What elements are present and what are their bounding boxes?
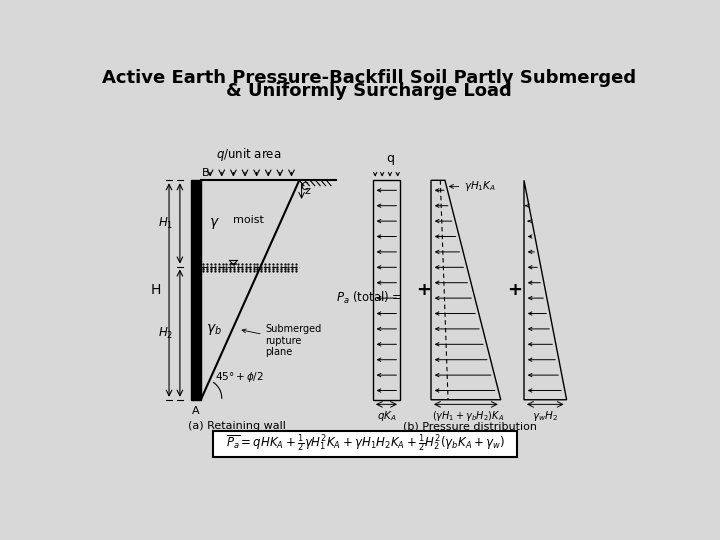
- Text: $(\gamma H_1+\gamma_b H_2)K_A$: $(\gamma H_1+\gamma_b H_2)K_A$: [432, 409, 504, 423]
- Text: A: A: [192, 406, 199, 416]
- Text: $\gamma H_1K_A$: $\gamma H_1K_A$: [449, 179, 497, 193]
- Text: $45°+\phi/2$: $45°+\phi/2$: [215, 370, 264, 384]
- Text: +: +: [507, 281, 522, 299]
- Text: z: z: [305, 186, 310, 196]
- Text: $H_1$: $H_1$: [158, 216, 174, 231]
- Text: $\overline{P_a} = qHK_A + \frac{1}{2}\gamma H_1^2 K_A + \gamma H_1 H_2 K_A + \fr: $\overline{P_a} = qHK_A + \frac{1}{2}\ga…: [225, 433, 505, 455]
- Text: $\gamma_w H_2$: $\gamma_w H_2$: [532, 409, 558, 423]
- Text: $P_a$ (total) =: $P_a$ (total) =: [336, 289, 403, 306]
- Bar: [373, 180, 400, 400]
- FancyBboxPatch shape: [213, 430, 517, 457]
- Text: & Uniformly Surcharge Load: & Uniformly Surcharge Load: [226, 82, 512, 100]
- Text: $\gamma$: $\gamma$: [209, 216, 220, 231]
- Text: C: C: [300, 182, 307, 192]
- Text: $\gamma_b$: $\gamma_b$: [206, 322, 222, 337]
- Text: q: q: [387, 152, 395, 165]
- Text: Submerged
rupture
plane: Submerged rupture plane: [242, 324, 322, 357]
- Text: $qK_A$: $qK_A$: [377, 409, 397, 423]
- Text: B: B: [202, 168, 210, 178]
- Text: (b) Pressure distribution: (b) Pressure distribution: [402, 421, 536, 431]
- Text: $H_2$: $H_2$: [158, 326, 174, 341]
- Text: moist: moist: [233, 214, 264, 225]
- Text: H: H: [151, 283, 161, 297]
- Bar: [191, 180, 201, 400]
- Text: $q$/unit area: $q$/unit area: [216, 146, 282, 164]
- Text: Active Earth Pressure-Backfill Soil Partly Submerged: Active Earth Pressure-Backfill Soil Part…: [102, 69, 636, 86]
- Text: +: +: [415, 281, 431, 299]
- Text: (a) Retaining wall: (a) Retaining wall: [189, 421, 286, 431]
